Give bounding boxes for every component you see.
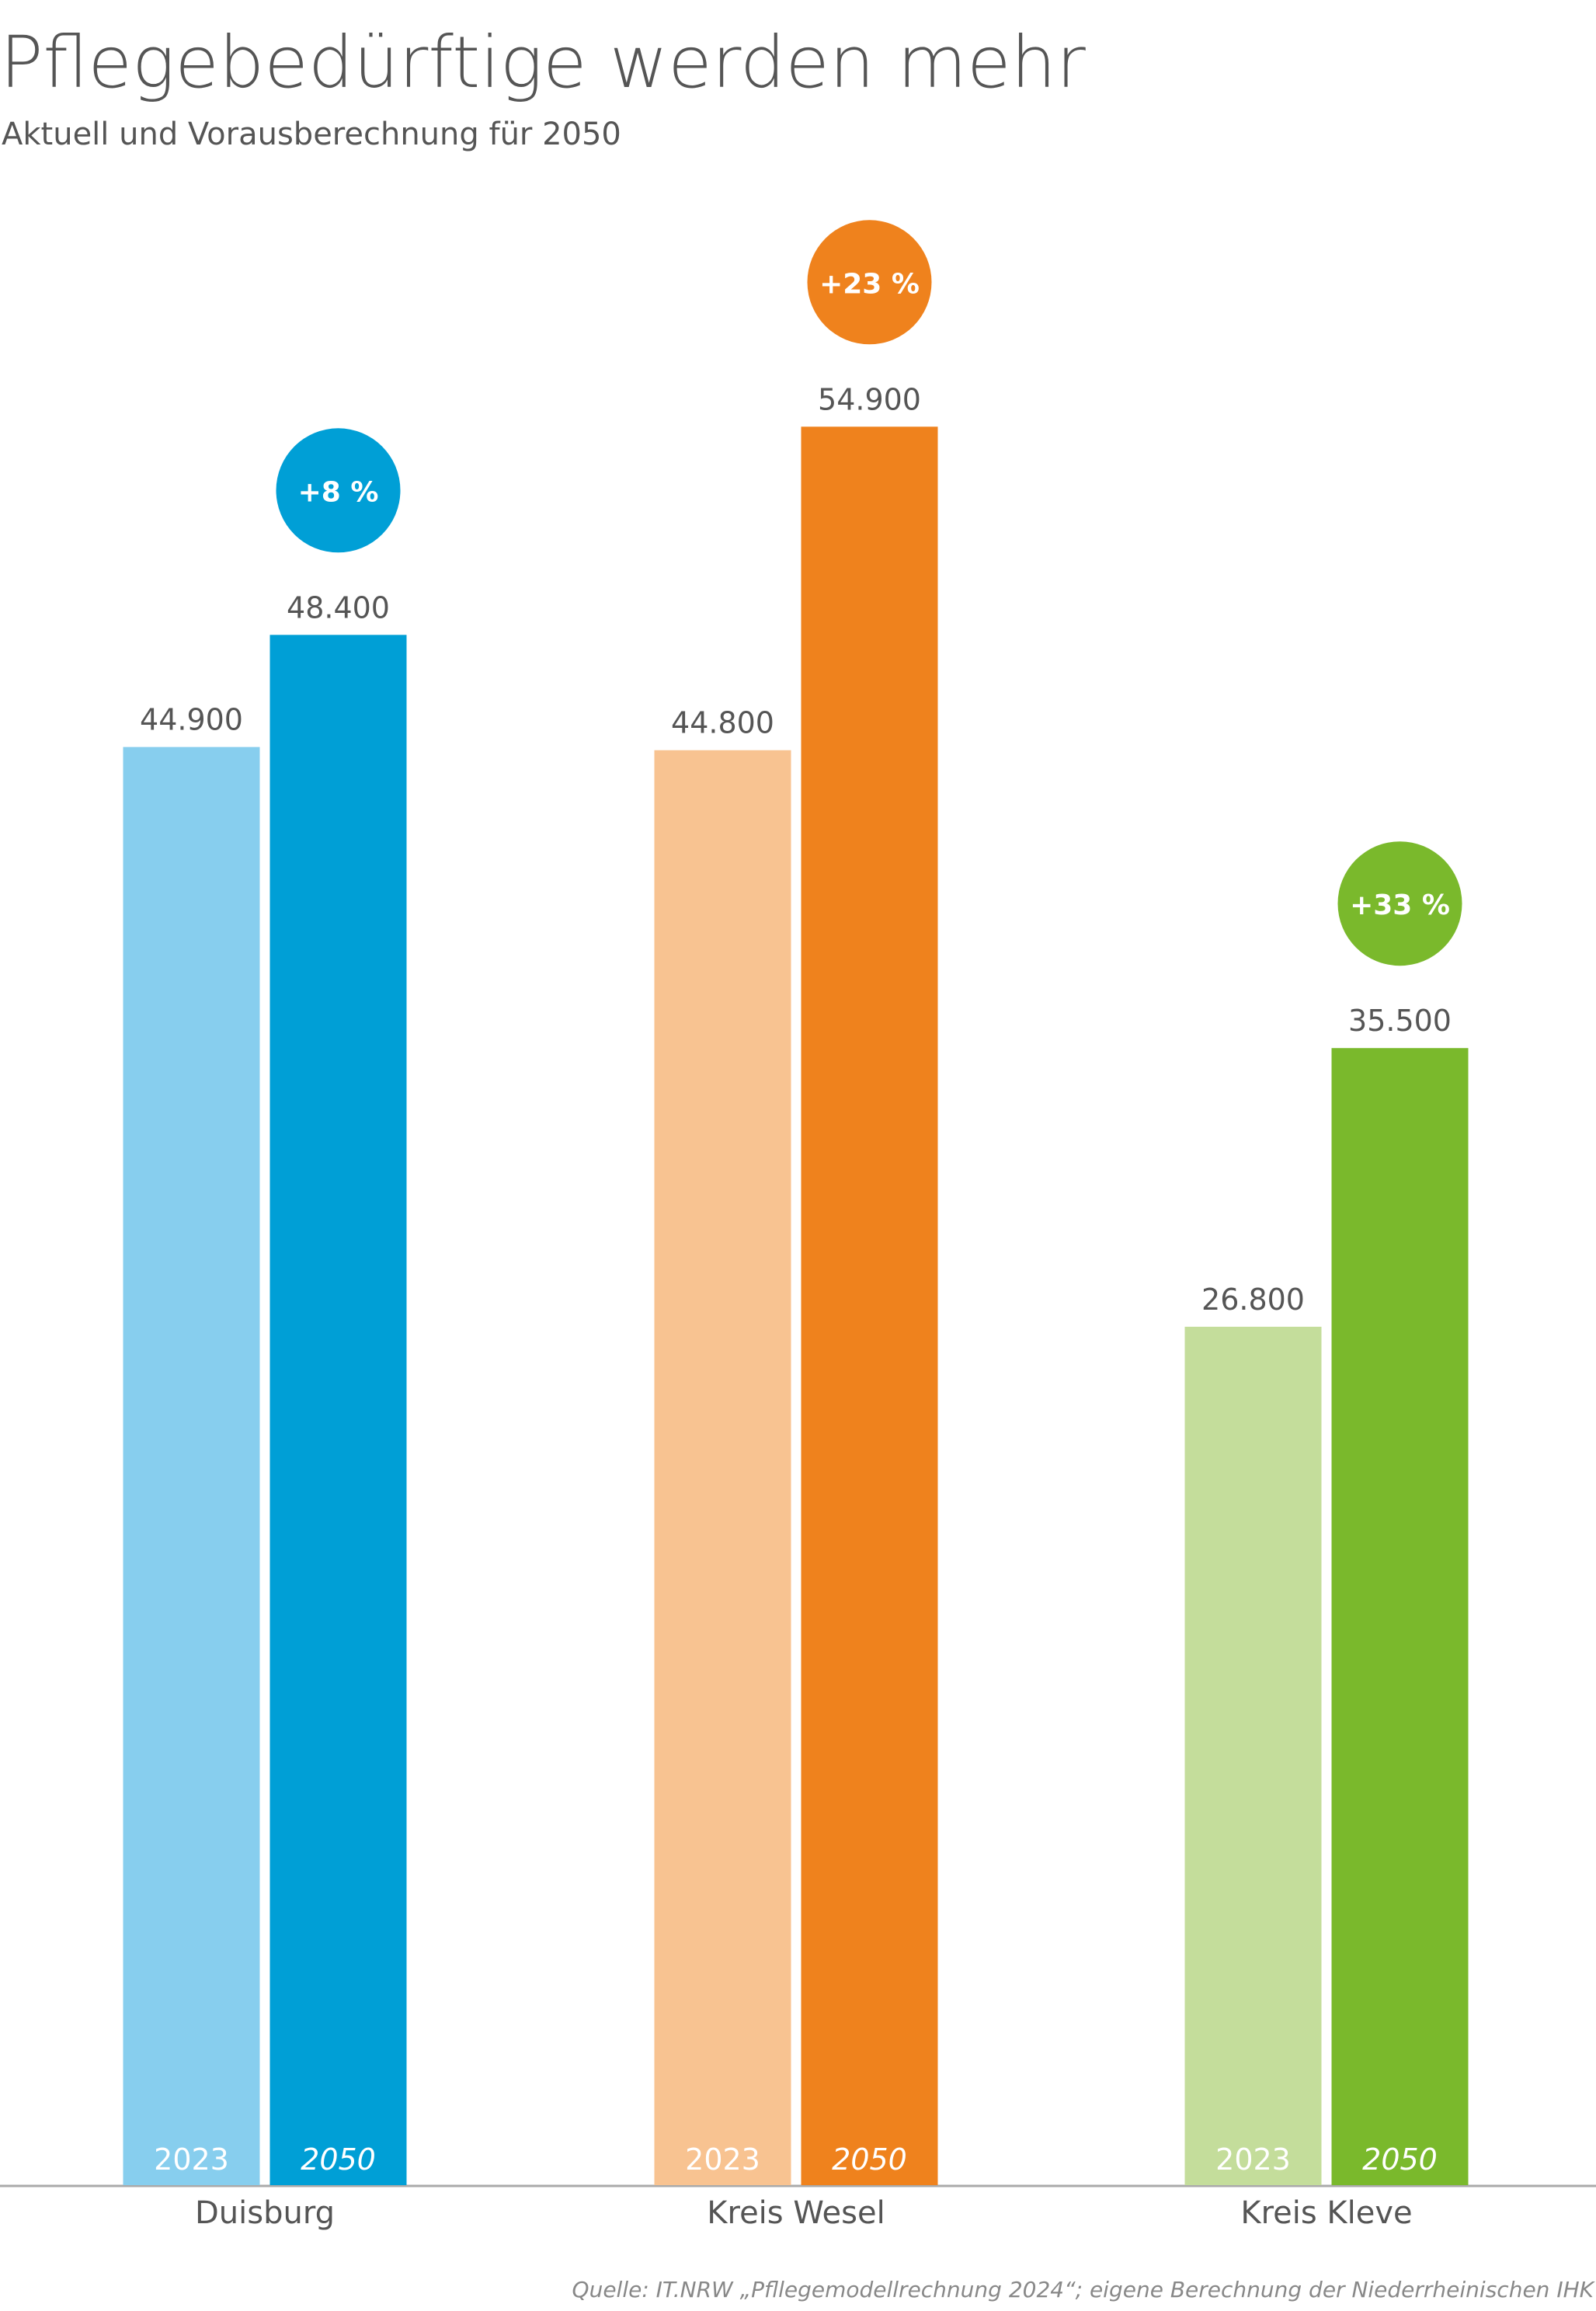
bar	[801, 426, 938, 2185]
badge-label: +33 %	[1350, 889, 1450, 921]
badge	[1337, 841, 1462, 966]
badge	[276, 428, 401, 553]
value-label: 44.800	[671, 706, 774, 740]
year-label: 2023	[154, 2142, 229, 2177]
bar	[654, 750, 791, 2186]
x-tick-label: Duisburg	[195, 2195, 335, 2231]
year-label: 2050	[301, 2142, 376, 2177]
badge-label: +8 %	[298, 476, 379, 508]
value-label: 44.900	[140, 703, 243, 737]
source: Quelle: IT.NRW „Pfllegemodellrechnung 20…	[572, 2277, 1596, 2302]
badge-label: +23 %	[819, 268, 920, 300]
year-label: 2050	[832, 2142, 907, 2177]
value-label: 26.800	[1201, 1283, 1305, 1317]
year-label: 2050	[1362, 2142, 1438, 2177]
bar	[1331, 1048, 1469, 2185]
bar	[269, 635, 407, 2185]
chart-title: Pflegebedürftige werden mehr	[0, 21, 1086, 104]
value-label: 35.500	[1348, 1004, 1452, 1038]
chart-subtitle: Aktuell und Vorausberechnung für 2050	[2, 117, 621, 152]
year-label: 2023	[685, 2142, 760, 2177]
year-label: 2023	[1215, 2142, 1291, 2177]
x-tick-label: Kreis Wesel	[707, 2195, 885, 2231]
bar	[123, 747, 260, 2186]
value-label: 54.900	[818, 382, 921, 416]
bar	[1184, 1326, 1322, 2185]
x-tick-label: Kreis Kleve	[1240, 2195, 1412, 2231]
value-label: 48.400	[287, 590, 390, 625]
badge	[807, 220, 932, 345]
